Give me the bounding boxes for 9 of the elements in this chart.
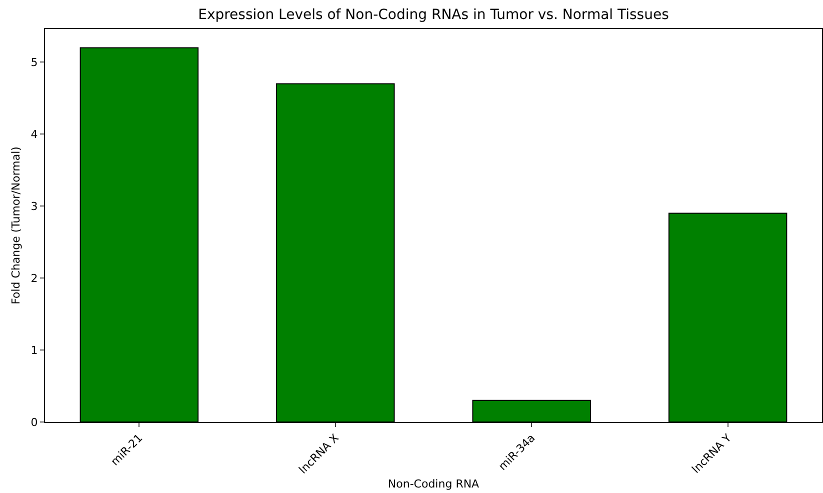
y-axis-title: Fold Change (Tumor/Normal) <box>9 146 22 304</box>
y-tick-label: 2 <box>30 272 38 285</box>
y-tick-label: 3 <box>30 200 38 213</box>
x-axis-title: Non-Coding RNA <box>388 478 480 491</box>
chart-title: Expression Levels of Non-Coding RNAs in Tumor vs. Normal Tissues <box>198 6 669 23</box>
y-tick-label: 5 <box>30 56 38 69</box>
y-tick-label: 1 <box>30 344 38 357</box>
y-tick-label: 0 <box>30 416 38 429</box>
y-tick-label: 4 <box>30 128 38 141</box>
